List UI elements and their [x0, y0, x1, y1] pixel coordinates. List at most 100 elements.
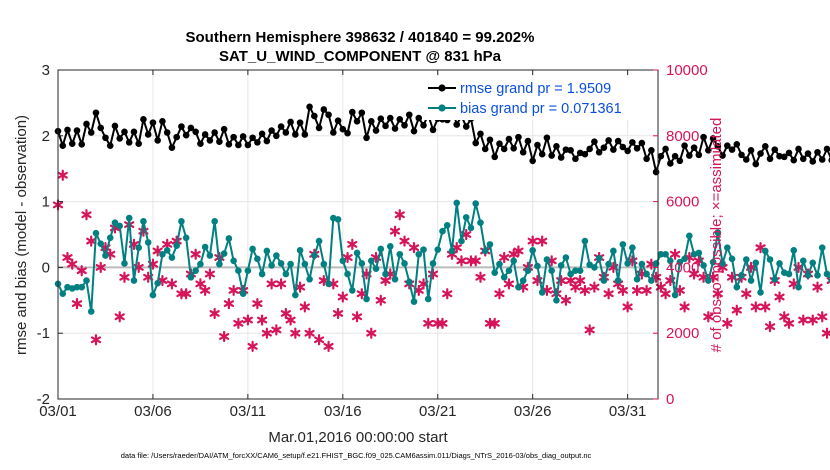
bias-point	[795, 283, 802, 291]
obs-count-stroke	[579, 287, 591, 294]
rmse-point	[420, 121, 427, 129]
obs-count-stroke	[560, 296, 572, 304]
rmse-point	[344, 129, 351, 137]
obs-count-stroke	[228, 287, 239, 294]
rmse-point	[695, 151, 703, 159]
rmse-point	[401, 121, 408, 129]
rmse-point	[643, 155, 650, 163]
obs-count-point	[798, 314, 809, 326]
bias-point	[78, 283, 86, 291]
x-tick-label: 03/21	[419, 403, 457, 420]
obs-count-point	[285, 314, 296, 326]
rmse-point	[761, 143, 769, 150]
obs-count-stroke	[380, 277, 391, 284]
bias-point	[719, 260, 726, 267]
rmse-point	[73, 127, 81, 134]
plot-area	[58, 70, 658, 399]
obs-count-stroke	[294, 283, 306, 291]
rmse-point	[244, 141, 252, 149]
obs-count-point	[266, 278, 277, 290]
rmse-point	[121, 128, 128, 136]
bias-point	[595, 254, 603, 262]
obs-count-stroke	[67, 260, 78, 268]
obs-count-stroke	[356, 290, 367, 298]
rmse-point	[235, 141, 242, 149]
obs-count-stroke	[242, 316, 253, 324]
rmse-point	[410, 127, 418, 135]
x-axis-label: Mar.01,2016 00:00:00 start	[268, 429, 448, 446]
y2-axis-label: # of obs: o=possible; ×=assimilated	[708, 118, 725, 353]
obs-count-point	[86, 235, 97, 247]
bias-point	[339, 257, 347, 265]
obs-count-stroke	[764, 323, 776, 331]
rmse-point	[239, 133, 247, 140]
obs-count-stroke	[299, 303, 310, 311]
obs-count-point	[399, 235, 410, 247]
bias-point	[216, 260, 223, 268]
obs-count-stroke	[90, 336, 102, 344]
bias-point	[396, 250, 404, 258]
rmse-point	[705, 146, 712, 154]
rmse-point	[567, 146, 574, 154]
rmse-point	[405, 111, 413, 119]
bias-point	[235, 267, 242, 274]
obs-count-point	[513, 245, 524, 257]
y-tick-label: 1	[42, 194, 50, 211]
obs-count-stroke	[347, 240, 358, 248]
bias-point	[752, 259, 760, 267]
obs-count-point	[247, 340, 258, 352]
bias-point	[481, 247, 489, 255]
obs-count-stroke	[62, 254, 73, 261]
obs-count-stroke	[114, 313, 125, 321]
bias-point	[453, 199, 461, 207]
obs-count-stroke	[470, 257, 481, 265]
rmse-point	[614, 137, 622, 145]
rmse-point	[334, 117, 342, 124]
obs-count-point	[494, 288, 505, 300]
bias-point	[491, 269, 499, 276]
rmse-point	[724, 142, 731, 149]
bias-point	[268, 262, 275, 269]
y2-tick-label: 8000	[666, 128, 699, 145]
obs-count-point	[584, 324, 595, 336]
bias-point	[292, 291, 299, 299]
rmse-point	[135, 140, 142, 147]
bias-point	[538, 289, 546, 296]
rmse-point	[557, 154, 565, 161]
obs-count-stroke	[276, 280, 287, 288]
rmse-point	[97, 124, 105, 132]
rmse-point	[301, 131, 309, 138]
bias-point	[220, 250, 228, 257]
obs-count-point	[290, 327, 301, 339]
bias-point	[296, 246, 304, 254]
rmse-point	[130, 128, 138, 136]
obs-count-stroke	[456, 257, 467, 265]
obs-count-stroke	[565, 277, 576, 284]
rmse-point	[216, 138, 223, 146]
rmse-point	[358, 109, 366, 117]
obs-count-stroke	[731, 306, 742, 314]
obs-count-point	[812, 281, 823, 293]
bias-point	[809, 259, 817, 267]
bias-point	[182, 234, 190, 242]
obs-count-point	[527, 235, 538, 247]
bias-point	[263, 247, 271, 255]
obs-count-point	[190, 248, 201, 260]
obs-count-stroke	[389, 227, 401, 235]
bias-point	[325, 280, 332, 288]
bias-point	[776, 260, 783, 267]
bias-point	[458, 237, 465, 245]
obs-count-stroke	[712, 290, 723, 298]
obs-count-point	[294, 281, 306, 293]
rmse-point	[709, 135, 717, 142]
obs-count-point	[57, 169, 68, 181]
obs-count-stroke	[119, 273, 130, 281]
bias-point	[761, 247, 769, 255]
data-file-footer: data file: /Users/raeder/DAI/ATM_forcXX/…	[121, 451, 592, 460]
obs-count-point	[764, 321, 776, 333]
bias-series	[54, 199, 830, 315]
bias-point	[667, 257, 674, 265]
rmse-point	[140, 116, 147, 123]
bias-point	[505, 267, 513, 274]
obs-count-stroke	[257, 316, 268, 324]
